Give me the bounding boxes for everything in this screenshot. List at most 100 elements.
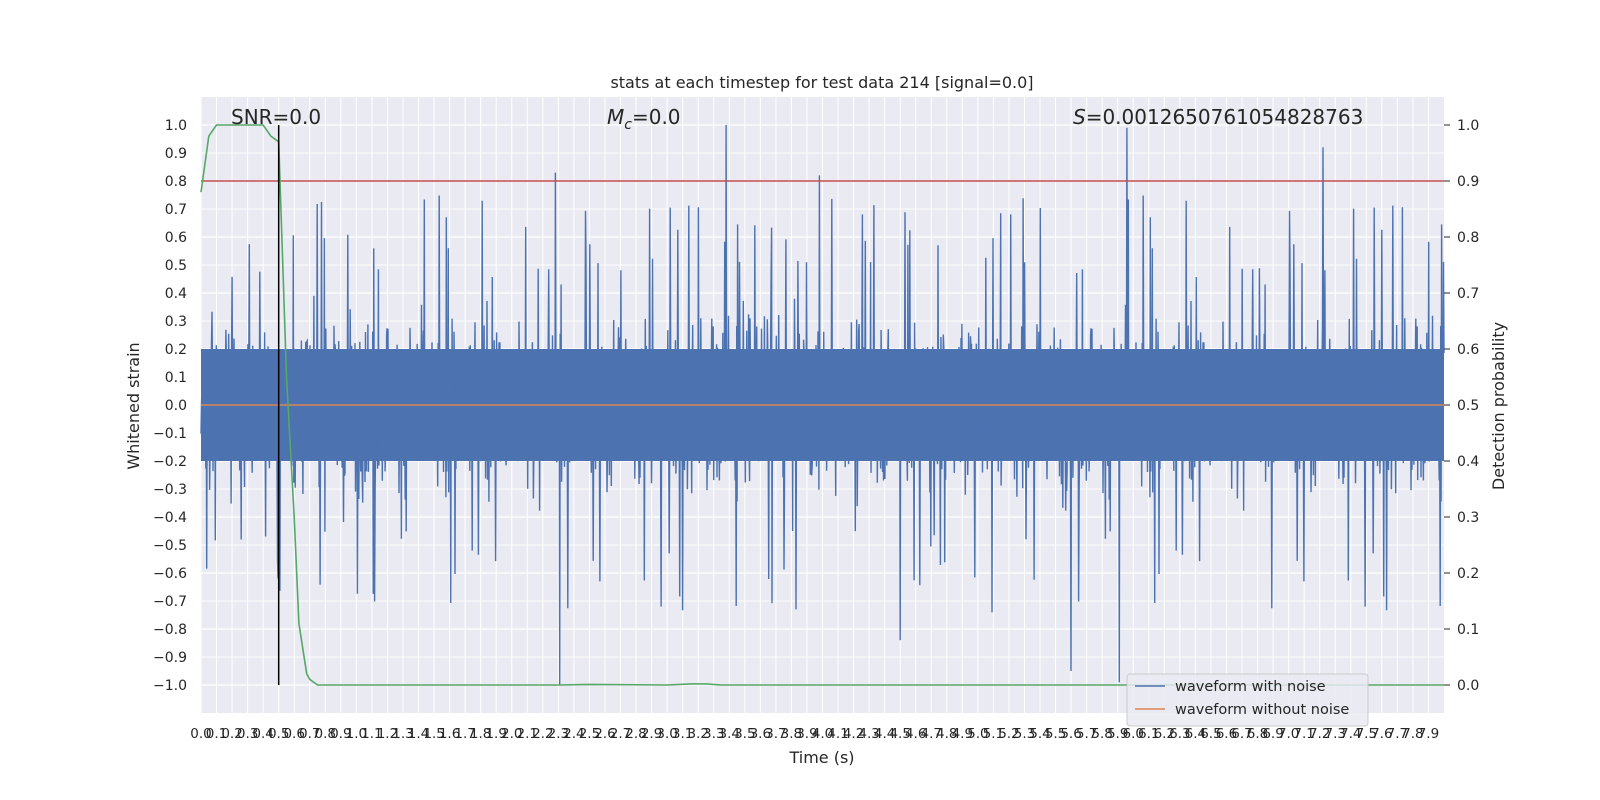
x-tick-label: 4.6: [905, 726, 926, 742]
snr-annotation: SNR=0.0: [231, 105, 321, 129]
x-tick-label: 5.6: [1060, 726, 1081, 742]
x-tick-label: 2.9: [641, 726, 662, 742]
legend-frame: [1126, 673, 1369, 727]
x-tick-label: 4.4: [874, 726, 895, 742]
x-tick-label: 3.1: [672, 726, 693, 742]
x-tick-label: 7.6: [1371, 726, 1392, 742]
x-tick-label: 5.3: [1014, 726, 1035, 742]
y-left-tick-label: 0.4: [165, 286, 187, 302]
y-right-tick-label: 0.7: [1457, 286, 1479, 302]
s-statistic-value: =0.0012650761054828763: [1086, 105, 1364, 129]
x-tick-label: 5.4: [1029, 726, 1050, 742]
chirp-mass-value: =0.0: [632, 105, 681, 129]
x-tick-label: 4.8: [936, 726, 957, 742]
y-left-tick-label: −0.9: [153, 650, 187, 666]
x-tick-label: 1.2: [377, 726, 398, 742]
x-tick-label: 3.8: [781, 726, 802, 742]
x-tick-label: 5.7: [1076, 726, 1097, 742]
x-tick-label: 2.4: [563, 726, 584, 742]
x-tick-label: 7.8: [1402, 726, 1423, 742]
x-tick-label: 3.7: [765, 726, 786, 742]
x-tick-label: 3.2: [687, 726, 708, 742]
legend: waveform with noise waveform without noi…: [1126, 673, 1369, 727]
x-tick-label: 5.1: [983, 726, 1004, 742]
x-tick-label: 4.0: [812, 726, 833, 742]
probability-line: [200, 124, 1444, 686]
x-tick-label: 1.7: [454, 726, 475, 742]
x-tick-label: 0.3: [237, 726, 258, 742]
x-tick-label: 1.9: [485, 726, 506, 742]
x-tick-label: 4.2: [843, 726, 864, 742]
x-tick-label: 2.0: [501, 726, 522, 742]
x-tick-label: 7.3: [1324, 726, 1345, 742]
x-tick-label: 0.4: [252, 726, 273, 742]
x-tick-label: 5.9: [1107, 726, 1128, 742]
y-right-tick-label: 1.0: [1457, 118, 1479, 134]
x-tick-label: 7.5: [1356, 726, 1377, 742]
x-tick-label: 4.5: [889, 726, 910, 742]
x-tick-label: 4.9: [952, 726, 973, 742]
y-left-tick-label: 0.0: [165, 398, 187, 414]
legend-label-clean: waveform without noise: [1175, 702, 1349, 718]
x-tick-label: 7.9: [1418, 726, 1439, 742]
x-tick-label: 7.2: [1309, 726, 1330, 742]
x-tick-label: 1.6: [439, 726, 460, 742]
x-tick-label: 0.9: [330, 726, 351, 742]
chirp-mass-annotation: Mc=0.0: [607, 105, 681, 133]
x-axis-ticks: 0.00.10.20.30.40.50.60.70.80.91.01.11.21…: [190, 726, 1439, 742]
y-right-tick-label: 0.2: [1457, 566, 1479, 582]
y-right-tick-label: 0.3: [1457, 510, 1479, 526]
x-tick-label: 0.5: [268, 726, 289, 742]
x-tick-label: 2.1: [517, 726, 538, 742]
y-right-tick-label: 0.4: [1457, 454, 1479, 470]
x-tick-label: 5.5: [1045, 726, 1066, 742]
y-left-tick-label: 0.8: [165, 174, 187, 190]
x-tick-label: 1.1: [361, 726, 382, 742]
x-tick-label: 2.2: [532, 726, 553, 742]
legend-label-noise: waveform with noise: [1175, 679, 1326, 695]
s-statistic-symbol: S: [1073, 105, 1086, 129]
y-right-tick-label: 0.5: [1457, 398, 1479, 414]
y-right-tick-label: 0.8: [1457, 230, 1479, 246]
x-tick-label: 3.5: [734, 726, 755, 742]
y-axis-right-ticks: 1.0 0.9 0.8 0.7 0.6 0.5 0.4 0.3 0.2 0.1 0.0: [1444, 118, 1479, 694]
chirp-mass-symbol: M: [607, 105, 624, 129]
x-tick-label: 3.4: [719, 726, 740, 742]
y-left-tick-label: −0.1: [153, 426, 187, 442]
x-tick-label: 0.2: [221, 726, 242, 742]
x-tick-label: 5.8: [1091, 726, 1112, 742]
y-left-tick-label: −0.4: [153, 510, 187, 526]
x-tick-label: 2.7: [610, 726, 631, 742]
x-tick-label: 0.8: [315, 726, 336, 742]
x-tick-label: 0.0: [190, 726, 211, 742]
x-tick-label: 6.6: [1216, 726, 1237, 742]
y-left-tick-label: −0.6: [153, 566, 187, 582]
y-right-tick-label: 0.0: [1457, 678, 1479, 694]
x-tick-label: 7.4: [1340, 726, 1361, 742]
x-tick-label: 7.7: [1387, 726, 1408, 742]
y-left-tick-label: −0.2: [153, 454, 187, 470]
x-tick-label: 0.6: [283, 726, 304, 742]
x-tick-label: 6.1: [1138, 726, 1159, 742]
s-statistic-annotation: S=0.0012650761054828763: [1073, 105, 1363, 129]
y-left-tick-label: −1.0: [153, 678, 187, 694]
y-left-tick-label: −0.7: [153, 594, 187, 610]
x-tick-label: 1.8: [470, 726, 491, 742]
noise-line: [200, 124, 1445, 686]
x-tick-label: 2.8: [625, 726, 646, 742]
x-tick-label: 1.3: [392, 726, 413, 742]
x-tick-label: 6.5: [1200, 726, 1221, 742]
x-tick-label: 4.3: [858, 726, 879, 742]
series-detection-probability: [200, 124, 1444, 686]
y-left-tick-label: 0.6: [165, 230, 187, 246]
y-left-tick-label: 0.1: [165, 370, 187, 386]
y-left-tick-label: 0.5: [165, 258, 187, 274]
y-right-tick-label: 0.9: [1457, 174, 1479, 190]
x-tick-label: 2.6: [594, 726, 615, 742]
y-axis-left-label: Whitened strain: [124, 342, 143, 469]
x-tick-label: 3.3: [703, 726, 724, 742]
x-tick-label: 6.0: [1123, 726, 1144, 742]
x-tick-label: 1.4: [408, 726, 429, 742]
y-left-tick-label: 0.3: [165, 314, 187, 330]
